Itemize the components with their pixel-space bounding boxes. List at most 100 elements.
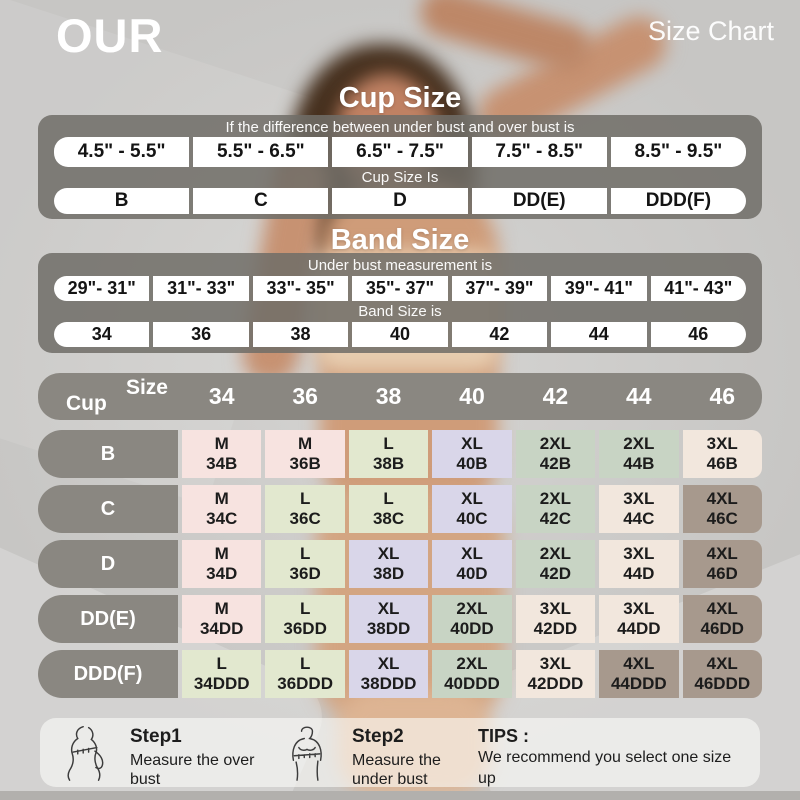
cup-value-cell: B xyxy=(54,188,190,214)
matrix-cell-code: 38DD xyxy=(366,619,411,638)
band-size-is-label: Band Size is xyxy=(358,303,442,320)
matrix-cell-code: 34B xyxy=(206,454,238,473)
matrix-cell-size: 3XL xyxy=(706,434,738,453)
band-value-row: 34 36 38 40 42 44 46 xyxy=(54,322,746,347)
cup-range-row: 4.5" - 5.5" 5.5" - 6.5" 6.5" - 7.5" 7.5" - … xyxy=(54,137,747,167)
cup-size-title: Cup Size xyxy=(338,82,462,114)
band-value-cell: 40 xyxy=(352,322,448,347)
matrix-cell-code: 42DDD xyxy=(527,674,584,693)
matrix-cell-size: XL xyxy=(461,434,483,453)
matrix-cell: 3XL 46B xyxy=(682,430,762,478)
band-value-cell: 38 xyxy=(252,322,349,347)
matrix-cell-code: 40C xyxy=(456,509,488,528)
matrix-cell-size: M xyxy=(214,599,229,618)
matrix-cell: 2XL 40DDD xyxy=(432,650,512,698)
matrix-cell-size: 2XL xyxy=(539,489,571,508)
matrix-cell-size: 2XL xyxy=(456,654,488,673)
cup-range-cell: 6.5" - 7.5" xyxy=(332,137,468,167)
step-2: Step2 Measure the under bust xyxy=(276,724,478,789)
matrix-cell-code: 44DDD xyxy=(610,674,667,693)
matrix-cell-code: 36DD xyxy=(283,619,327,638)
band-range-cell: 29"- 31" xyxy=(54,276,150,301)
matrix-cell: 4XL 46DD xyxy=(682,595,762,643)
matrix-column-header: 40 xyxy=(459,383,485,409)
matrix-cell-code: 44C xyxy=(623,509,655,528)
matrix-cell-code: 34DD xyxy=(199,619,244,638)
matrix-cell-code: 34DDD xyxy=(193,674,250,693)
matrix-row: B M 34B M 36B L 38B XL 40B 2XL 42B 2XL 44B 3XL 46B xyxy=(38,430,762,478)
matrix-row-label: B xyxy=(38,430,178,478)
band-range-cell: 41"- 43" xyxy=(650,276,746,301)
matrix-cell-code: 38B xyxy=(372,454,405,473)
matrix-cell-size: M xyxy=(298,434,313,453)
matrix-cell-size: XL xyxy=(377,544,400,563)
matrix-row: C M 34C L 36C L 38C XL 40C 2XL 42C 3XL 44C 4XL 46C xyxy=(38,485,762,533)
matrix-cell-size: M xyxy=(214,434,229,453)
band-size-title: Band Size xyxy=(330,224,470,256)
matrix-cell-code: 36B xyxy=(289,454,321,473)
matrix-cell: L 38C xyxy=(348,485,429,533)
matrix-cell: L 34DDD xyxy=(182,650,262,698)
band-value-cell: 44 xyxy=(551,322,647,347)
matrix-cell-size: 4XL xyxy=(706,544,738,563)
matrix-cell-size: 4XL xyxy=(706,599,738,618)
cup-range-cell: 5.5" - 6.5" xyxy=(193,137,329,167)
cup-value-row: B C D DD(E) DDD(F) xyxy=(54,188,747,214)
matrix-row: D M 34D L 36D XL 38D XL 40D 2XL 42D 3XL 44D 4XL 46D xyxy=(38,540,762,588)
matrix-cell-code: 40B xyxy=(456,454,488,473)
band-instruction: Under bust measurement is xyxy=(307,257,493,274)
matrix-cell-code: 44D xyxy=(623,564,655,583)
tips-block: TIPS : We recommend you select one size … xyxy=(478,726,748,800)
band-value-cell: 46 xyxy=(650,322,746,347)
matrix-row-label: DD(E) xyxy=(38,595,178,643)
matrix-cell-code: 36D xyxy=(289,564,321,583)
matrix-cell-code: 40DDD xyxy=(444,674,500,693)
matrix-cell-size: L xyxy=(216,654,227,673)
matrix-cell: XL 40B xyxy=(432,430,512,478)
cup-size-panel: If the difference between under bust and… xyxy=(38,115,762,219)
matrix-cell-size: M xyxy=(214,489,229,508)
band-range-cell: 33"- 35" xyxy=(252,276,349,301)
matrix-cell: L 36DDD xyxy=(265,650,345,698)
matrix-cell-size: 3XL xyxy=(623,544,655,563)
matrix-cell-code: 46DD xyxy=(700,619,744,638)
matrix-cell-size: XL xyxy=(461,544,483,563)
matrix-cell-size: 2XL xyxy=(456,599,488,618)
matrix-cell-code: 42D xyxy=(539,564,571,583)
cup-value-cell: DDD(F) xyxy=(610,188,747,214)
matrix-cell-size: XL xyxy=(377,599,400,618)
matrix-cell: 2XL 42B xyxy=(515,430,596,478)
matrix-cell: M 34D xyxy=(182,540,262,588)
tips-line-1: We recommend you select one size up xyxy=(478,749,732,787)
matrix-cell-size: 3XL xyxy=(539,599,571,618)
cup-size-is-label: Cup Size Is xyxy=(361,169,439,186)
matrix-cell-code: 44B xyxy=(623,454,655,473)
matrix-cell: L 36C xyxy=(265,485,345,533)
matrix-cell-size: 4XL xyxy=(623,654,655,673)
matrix-cell: M 34B xyxy=(182,430,262,478)
matrix-row: DDD(F) L 34DDD L 36DDD XL 38DDD 2XL 40DDD 3XL 42DD… xyxy=(38,650,762,698)
matrix-row-cells: L 34DDD L 36DDD XL 38DDD 2XL 40DDD 3XL 42DDD 4XL 44… xyxy=(182,650,762,698)
matrix-cell: 2XL 40DD xyxy=(432,595,512,643)
band-range-cell: 39"- 41" xyxy=(551,276,647,301)
matrix-column-header: 44 xyxy=(626,383,652,409)
matrix-cell-code: 38DDD xyxy=(360,674,417,693)
matrix-cell-code: 46DDD xyxy=(694,674,751,693)
matrix-cell-code: 46C xyxy=(706,509,738,528)
matrix-row-cells: M 34D L 36D XL 38D XL 40D 2XL 42D 3XL 44D 4XL 46D xyxy=(182,540,762,588)
matrix-row-label: C xyxy=(38,485,178,533)
matrix-cell: M 36B xyxy=(265,430,345,478)
band-range-cell: 37"- 39" xyxy=(451,276,548,301)
matrix-column-header: 36 xyxy=(292,383,318,409)
band-range-row: 29"- 31" 31"- 33" 33"- 35" 35"- 37" 37"- 39"… xyxy=(54,276,746,301)
size-matrix-table: Size Cup 34 36 38 40 42 44 46 B M 34B M 36B L 38B XL 4… xyxy=(38,373,762,705)
step-1: Step1 Measure the over bust xyxy=(54,724,256,789)
band-value-cell: 36 xyxy=(153,322,249,347)
matrix-row: DD(E) M 34DD L 36DD XL 38DD 2XL 40DD 3XL 42DD 3XL 44… xyxy=(38,595,762,643)
matrix-cell: 4XL 46C xyxy=(682,485,762,533)
matrix-cell-code: 36DDD xyxy=(277,674,333,693)
matrix-cell: 2XL 42C xyxy=(515,485,596,533)
corner-cup-label: Cup xyxy=(66,392,107,415)
matrix-cell-code: 38D xyxy=(372,564,405,583)
